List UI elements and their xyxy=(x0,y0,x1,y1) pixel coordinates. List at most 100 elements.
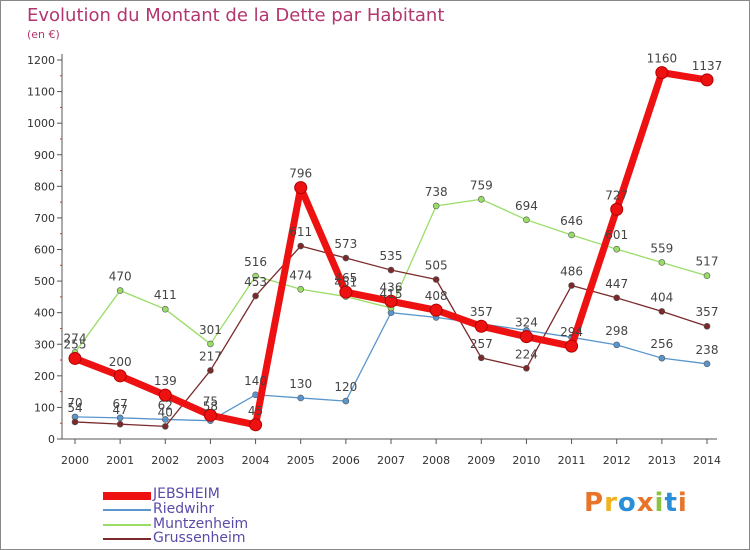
data-label-grussenheim: 447 xyxy=(605,277,628,291)
data-label-muntzenheim: 738 xyxy=(425,185,448,199)
data-label-jebsheim: 1160 xyxy=(647,52,678,66)
data-point-riedwihr xyxy=(161,416,169,423)
data-label-grussenheim: 217 xyxy=(199,349,222,363)
logo-letter: o xyxy=(617,488,637,518)
data-label-jebsheim: 436 xyxy=(380,280,403,294)
data-label-muntzenheim: 646 xyxy=(560,214,583,228)
legend-label-jebsheim: JEBSHEIM xyxy=(153,486,220,502)
data-point-muntzenheim xyxy=(207,340,214,348)
y-tick-label: 300 xyxy=(34,338,55,351)
data-point-grussenheim xyxy=(523,364,530,372)
data-point-muntzenheim xyxy=(252,272,259,280)
data-point-jebsheim xyxy=(203,408,217,422)
x-tick-label: 2013 xyxy=(648,454,676,467)
x-tick-label: 2005 xyxy=(287,454,315,467)
data-label-riedwihr: 67 xyxy=(113,397,128,411)
data-label-riedwihr: 120 xyxy=(334,380,357,394)
data-point-muntzenheim xyxy=(477,195,485,203)
x-tick-label: 2011 xyxy=(558,454,586,467)
data-point-grussenheim xyxy=(432,276,440,283)
data-label-muntzenheim: 301 xyxy=(199,323,222,337)
data-label-grussenheim: 257 xyxy=(470,337,493,351)
data-label-muntzenheim: 451 xyxy=(334,276,357,290)
data-point-riedwihr xyxy=(658,354,666,362)
logo-letter: x xyxy=(636,488,655,518)
y-tick-label: 0 xyxy=(48,433,55,446)
y-tick-label: 800 xyxy=(34,180,55,193)
data-point-grussenheim xyxy=(342,254,350,262)
x-tick-label: 2009 xyxy=(467,454,495,467)
data-point-grussenheim xyxy=(658,308,666,315)
data-label-jebsheim: 200 xyxy=(109,355,132,369)
data-label-jebsheim: 255 xyxy=(64,337,87,351)
data-point-jebsheim xyxy=(339,285,353,299)
data-label-jebsheim: 324 xyxy=(515,316,538,330)
x-tick-label: 2007 xyxy=(377,454,405,467)
data-label-grussenheim: 535 xyxy=(380,249,403,263)
y-tick-label: 500 xyxy=(34,275,55,288)
data-label-grussenheim: 486 xyxy=(560,265,583,279)
y-tick-label: 1100 xyxy=(27,86,55,99)
data-label-jebsheim: 294 xyxy=(560,325,583,339)
data-label-muntzenheim: 415 xyxy=(380,287,403,301)
legend-swatch-riedwihr xyxy=(103,509,151,511)
data-point-jebsheim xyxy=(429,303,443,317)
data-label-riedwihr: 256 xyxy=(650,337,673,351)
x-tick-label: 2001 xyxy=(106,454,134,467)
data-point-jebsheim xyxy=(700,73,714,87)
x-tick-label: 2014 xyxy=(693,454,721,467)
data-label-grussenheim: 453 xyxy=(244,275,267,289)
data-label-jebsheim: 796 xyxy=(289,167,312,181)
data-label-riedwihr: 130 xyxy=(289,377,312,391)
legend-label-muntzenheim: Muntzenheim xyxy=(153,516,249,532)
data-point-grussenheim xyxy=(613,294,621,302)
data-label-jebsheim: 1137 xyxy=(692,59,723,73)
data-label-grussenheim: 40 xyxy=(158,405,173,419)
data-point-muntzenheim xyxy=(613,245,621,253)
data-point-muntzenheim xyxy=(568,231,575,239)
data-point-riedwihr xyxy=(703,360,711,368)
data-point-grussenheim xyxy=(161,423,169,430)
x-tick-label: 2003 xyxy=(196,454,224,467)
logo-letter: i xyxy=(677,488,688,518)
logo-letter: P xyxy=(584,488,605,518)
data-label-grussenheim: 505 xyxy=(425,259,448,273)
data-label-muntzenheim: 411 xyxy=(154,288,177,302)
data-label-grussenheim: 54 xyxy=(67,401,82,415)
data-label-jebsheim: 139 xyxy=(154,374,177,388)
data-point-grussenheim xyxy=(297,242,305,250)
data-point-riedwihr xyxy=(613,341,621,349)
y-tick-label: 1200 xyxy=(27,54,55,67)
data-point-jebsheim xyxy=(655,66,669,80)
data-label-jebsheim: 45 xyxy=(248,404,263,418)
y-tick-label: 400 xyxy=(34,307,55,320)
data-label-grussenheim: 573 xyxy=(334,237,357,251)
data-label-jebsheim: 465 xyxy=(334,271,357,285)
data-label-riedwihr: 62 xyxy=(158,398,173,412)
chart-subtitle: (en €) xyxy=(27,28,60,41)
data-label-muntzenheim: 601 xyxy=(605,228,628,242)
data-point-jebsheim xyxy=(474,319,488,333)
data-label-muntzenheim: 759 xyxy=(470,178,493,192)
data-point-jebsheim xyxy=(68,351,82,365)
data-point-muntzenheim xyxy=(523,216,530,224)
data-label-grussenheim: 611 xyxy=(289,225,312,239)
data-point-muntzenheim xyxy=(658,259,666,266)
data-label-riedwihr: 298 xyxy=(605,324,628,338)
data-point-jebsheim xyxy=(610,202,624,216)
data-label-muntzenheim: 694 xyxy=(515,199,538,213)
data-label-riedwihr: 140 xyxy=(244,374,267,388)
data-point-riedwihr xyxy=(116,414,124,422)
x-tick-label: 2004 xyxy=(242,454,270,467)
data-label-muntzenheim: 470 xyxy=(109,270,132,284)
data-label-muntzenheim: 274 xyxy=(64,331,87,345)
data-point-grussenheim xyxy=(703,322,711,330)
data-point-muntzenheim xyxy=(703,272,711,280)
x-tick-label: 2002 xyxy=(151,454,179,467)
data-point-muntzenheim xyxy=(161,305,169,313)
data-point-jebsheim xyxy=(294,181,308,195)
data-label-jebsheim: 357 xyxy=(470,305,493,319)
data-label-muntzenheim: 559 xyxy=(650,241,673,255)
data-label-muntzenheim: 517 xyxy=(696,255,719,269)
data-point-grussenheim xyxy=(252,292,259,300)
